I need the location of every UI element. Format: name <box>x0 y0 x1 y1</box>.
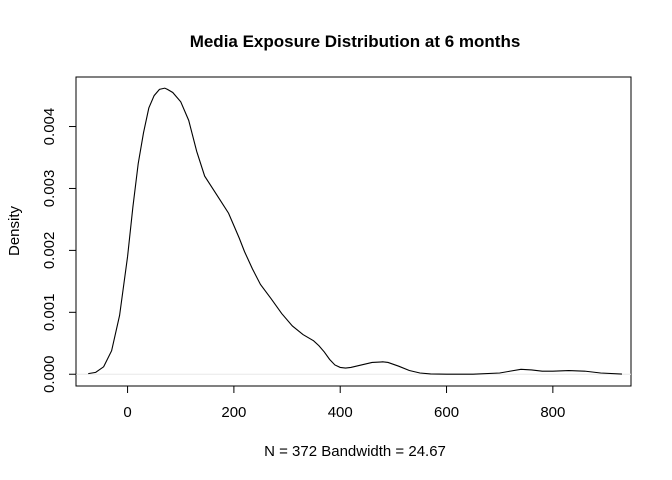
y-tick-label: 0.004 <box>41 108 58 146</box>
y-tick-label: 0.003 <box>41 170 58 208</box>
x-tick-label: 400 <box>328 404 353 421</box>
x-tick-label: 800 <box>540 404 565 421</box>
x-tick-label: 600 <box>434 404 459 421</box>
density-curve <box>88 87 622 375</box>
x-axis-label: N = 372 Bandwidth = 24.67 <box>264 443 446 460</box>
y-tick-label: 0.002 <box>41 232 58 270</box>
y-axis-label: Density <box>6 205 23 256</box>
x-axis: 0 200 400 600 800 <box>123 385 565 421</box>
x-tick-label: 0 <box>123 404 131 421</box>
x-tick-label: 200 <box>221 404 246 421</box>
chart-title: Media Exposure Distribution at 6 months <box>190 32 521 51</box>
y-tick-label: 0.000 <box>41 355 58 393</box>
y-tick-label: 0.001 <box>41 294 58 332</box>
plot-frame <box>75 76 632 387</box>
y-axis: 0.000 0.001 0.002 0.003 0.004 <box>41 108 77 393</box>
